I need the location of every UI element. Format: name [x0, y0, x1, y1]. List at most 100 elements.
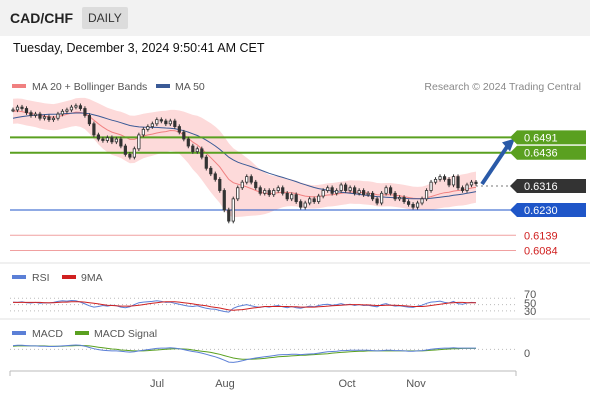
candle-body-64 — [299, 201, 303, 208]
candle-body-4 — [29, 112, 33, 116]
candle-body-87 — [402, 197, 406, 203]
candle-body-0 — [11, 109, 15, 112]
candle-body-60 — [281, 187, 285, 194]
candle-body-21 — [105, 137, 109, 141]
candle-body-102 — [469, 181, 474, 186]
candle-body-11 — [60, 110, 65, 115]
rsi-legend-label: RSI — [32, 272, 50, 284]
candle-body-53 — [249, 176, 253, 183]
candle-body-75 — [348, 187, 352, 191]
candle-body-14 — [74, 105, 78, 108]
candle-body-58 — [272, 190, 276, 196]
ma50-legend-label: MA 50 — [175, 81, 205, 93]
candle-body-69 — [321, 190, 325, 197]
level-box-2 — [510, 179, 586, 194]
level-box-3 — [510, 202, 586, 217]
projection-arrow — [480, 138, 515, 186]
x-label-jul: Jul — [150, 378, 164, 390]
ma20-legend-label: MA 20 + Bollinger Bands — [32, 81, 147, 93]
level-label-2: 0.6316 — [524, 181, 558, 193]
candle-body-85 — [393, 192, 397, 200]
ma50-legend-swatch — [156, 84, 170, 88]
candle-body-6 — [38, 113, 42, 119]
rsi-ma-legend-label: 9MA — [81, 272, 103, 284]
bollinger-bands — [13, 97, 476, 218]
candle-body-94 — [433, 178, 438, 183]
candle-body-71 — [330, 187, 334, 194]
candle-body-17 — [87, 115, 92, 125]
macd-legend-swatch — [12, 331, 26, 335]
candle-body-27 — [132, 148, 136, 158]
candle-body-67 — [312, 198, 316, 203]
price-levels — [10, 136, 516, 252]
level-label-4: 0.6139 — [524, 230, 558, 242]
candle-body-38 — [182, 131, 186, 140]
candle-body-47 — [222, 190, 226, 211]
candle-body-78 — [362, 190, 366, 196]
candle-body-41 — [195, 148, 199, 152]
candle-body-72 — [335, 190, 339, 194]
candle-body-98 — [451, 176, 456, 186]
candle-body-13 — [69, 106, 74, 111]
timeframe-button[interactable]: DAILY — [82, 7, 128, 29]
macd-signal-legend-swatch — [75, 331, 89, 335]
candle-body-33 — [159, 119, 163, 122]
candle-body-91 — [420, 198, 424, 204]
candle-body-15 — [78, 105, 83, 109]
rsi-tick-50: 50 — [524, 298, 536, 310]
candle-body-100 — [460, 187, 465, 191]
rsi-tick-30: 30 — [524, 306, 536, 318]
candle-body-44 — [209, 167, 213, 175]
candle-body-39 — [186, 138, 190, 147]
candle-body-3 — [24, 108, 29, 114]
rsi-tick-70: 70 — [524, 289, 536, 301]
candle-body-5 — [33, 113, 38, 116]
candle-body-7 — [42, 116, 47, 119]
macd-tick-0: 0 — [524, 348, 530, 360]
candle-body-34 — [164, 120, 168, 125]
candle-body-16 — [83, 108, 87, 116]
candle-body-93 — [429, 181, 433, 191]
candle-body-29 — [141, 128, 145, 136]
candle-body-40 — [191, 145, 195, 152]
macd-plot — [10, 344, 516, 363]
candle-body-84 — [388, 187, 393, 194]
candle-body-95 — [438, 176, 442, 180]
candle-body-43 — [204, 156, 208, 169]
candle-body-86 — [397, 197, 402, 200]
candle-body-49 — [231, 198, 235, 222]
candle-body-42 — [200, 148, 204, 158]
candle-body-54 — [254, 181, 258, 189]
candlesticks — [11, 103, 478, 224]
candle-body-79 — [366, 192, 370, 196]
candle-body-20 — [101, 138, 105, 141]
rsi-legend-swatch — [12, 275, 26, 279]
candle-body-35 — [168, 120, 172, 125]
candle-body-23 — [114, 138, 118, 143]
candle-body-92 — [424, 190, 429, 200]
x-label-oct: Oct — [338, 378, 355, 390]
candle-body-99 — [456, 176, 460, 189]
candle-body-83 — [384, 187, 388, 194]
macd-legend-label: MACD — [32, 328, 63, 340]
candle-body-52 — [245, 176, 249, 183]
macd-signal-legend-label: MACD Signal — [94, 328, 157, 340]
candle-body-97 — [447, 178, 451, 186]
candle-body-32 — [155, 119, 159, 125]
candle-body-22 — [110, 137, 114, 143]
rsi-ma-line — [13, 301, 476, 311]
level-box-1 — [510, 145, 586, 160]
candle-body-65 — [303, 202, 307, 208]
level-label-1: 0.6436 — [524, 148, 558, 160]
ma20-legend-swatch — [12, 84, 26, 88]
candle-body-89 — [411, 204, 415, 208]
candle-body-18 — [92, 123, 96, 136]
level-box-0 — [510, 130, 586, 145]
macd-signal-line — [12, 345, 476, 360]
candle-body-77 — [357, 190, 361, 194]
candle-body-70 — [326, 187, 330, 191]
candle-body-45 — [213, 173, 217, 180]
candle-body-46 — [218, 178, 222, 191]
candle-body-30 — [146, 126, 150, 130]
